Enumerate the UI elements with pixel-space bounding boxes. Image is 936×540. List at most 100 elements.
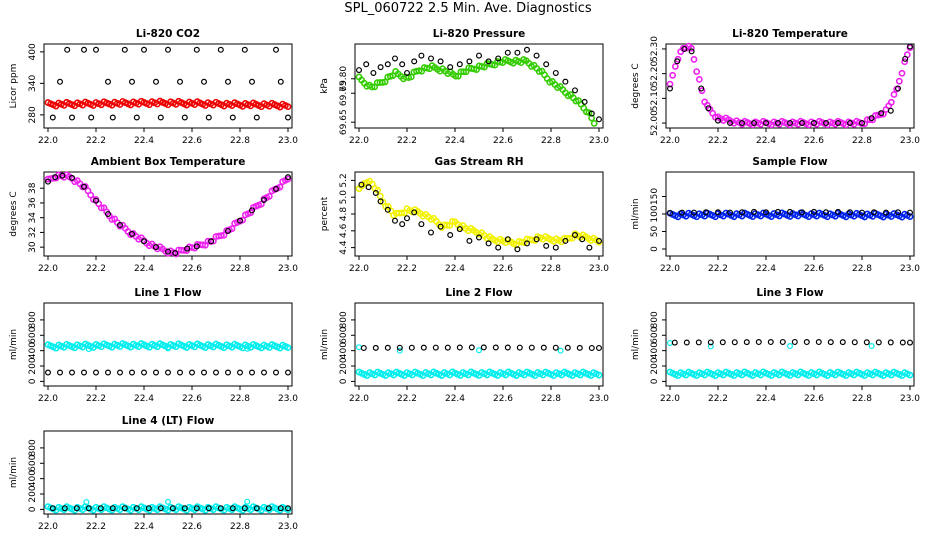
data-point bbox=[392, 55, 399, 62]
data-point bbox=[767, 339, 774, 346]
data-point bbox=[738, 120, 745, 127]
x-tick-label: 22.4 bbox=[134, 522, 154, 532]
data-point bbox=[528, 236, 536, 244]
data-point bbox=[579, 236, 586, 243]
x-tick-label: 22.8 bbox=[230, 522, 250, 532]
data-point bbox=[495, 244, 502, 251]
data-point bbox=[109, 505, 116, 512]
data-point bbox=[466, 58, 473, 65]
data-point bbox=[141, 369, 148, 376]
plot-frame bbox=[43, 302, 293, 387]
x-tick-label: 22.4 bbox=[756, 136, 776, 146]
y-tick-label: 50 bbox=[650, 226, 660, 238]
y-tick-label: 0 bbox=[28, 506, 38, 512]
data-point bbox=[377, 198, 384, 205]
data-point bbox=[225, 227, 232, 234]
data-point bbox=[284, 344, 292, 352]
data-point bbox=[894, 85, 901, 92]
data-point bbox=[253, 114, 260, 121]
data-point bbox=[731, 339, 738, 346]
data-point bbox=[504, 344, 511, 351]
data-point bbox=[868, 115, 875, 122]
data-point bbox=[420, 344, 427, 351]
y-tick-label: 52.10 bbox=[650, 85, 660, 111]
x-tick-label: 22.6 bbox=[804, 264, 824, 274]
data-point bbox=[786, 208, 793, 215]
data-point bbox=[199, 241, 207, 249]
data-point bbox=[514, 246, 521, 253]
data-point bbox=[213, 369, 220, 376]
x-tick-label: 23.0 bbox=[589, 394, 609, 404]
data-point bbox=[437, 223, 444, 230]
data-point bbox=[249, 369, 256, 376]
data-point bbox=[165, 498, 172, 505]
x-tick-label: 23.0 bbox=[278, 394, 298, 404]
y-tick-label: 30 bbox=[28, 241, 38, 253]
data-point bbox=[68, 114, 75, 121]
data-point bbox=[241, 46, 248, 53]
data-point bbox=[432, 344, 439, 351]
data-point bbox=[671, 63, 679, 70]
x-tick-label: 23.0 bbox=[278, 136, 298, 146]
data-point bbox=[428, 55, 435, 62]
y-tick-label: 69.75 bbox=[339, 80, 349, 106]
data-point bbox=[104, 78, 111, 85]
data-point bbox=[693, 68, 701, 76]
data-point bbox=[543, 242, 550, 249]
data-point bbox=[901, 58, 909, 66]
y-tick-label: 800 bbox=[650, 311, 660, 328]
data-point bbox=[762, 209, 769, 216]
data-point bbox=[902, 55, 909, 62]
data-point bbox=[68, 369, 75, 376]
data-point bbox=[358, 181, 365, 188]
data-point bbox=[750, 120, 757, 127]
data-point bbox=[688, 48, 695, 55]
x-tick-label: 22.8 bbox=[541, 136, 561, 146]
data-point bbox=[786, 120, 793, 127]
data-point bbox=[261, 369, 268, 376]
y-tick-label: 200 bbox=[28, 485, 38, 502]
data-point bbox=[437, 58, 444, 65]
panel-title: Sample Flow bbox=[752, 156, 827, 168]
panel-sample_flow: Sample Flow ml/min 22.0 22.2 22.4 22.6 22.8 23.… bbox=[631, 156, 920, 274]
y-tick-label: 400 bbox=[28, 342, 38, 359]
data-point bbox=[468, 344, 475, 351]
data-point bbox=[97, 204, 105, 212]
y-tick-label: 38 bbox=[28, 182, 38, 194]
data-point bbox=[774, 120, 781, 127]
x-tick-label: 22.2 bbox=[708, 136, 728, 146]
data-point bbox=[762, 120, 769, 127]
data-point bbox=[241, 505, 248, 512]
y-tick-label: 5.0 bbox=[339, 190, 349, 205]
data-point bbox=[899, 339, 906, 346]
data-point bbox=[44, 178, 51, 185]
data-point bbox=[244, 345, 251, 352]
data-point bbox=[372, 190, 379, 197]
data-point bbox=[858, 120, 865, 127]
y-axis-label: ml/min bbox=[320, 329, 330, 360]
y-axis-label: kPa bbox=[320, 78, 330, 94]
data-point bbox=[810, 208, 817, 215]
data-point bbox=[846, 209, 853, 216]
data-point bbox=[846, 120, 853, 127]
data-point bbox=[418, 52, 425, 59]
data-point bbox=[571, 232, 578, 239]
data-point bbox=[193, 46, 200, 53]
data-point bbox=[56, 369, 63, 376]
data-point bbox=[827, 339, 834, 346]
data-point bbox=[104, 211, 111, 218]
data-point bbox=[177, 78, 184, 85]
data-point bbox=[249, 78, 256, 85]
data-point bbox=[408, 344, 415, 351]
data-point bbox=[396, 347, 403, 354]
data-point bbox=[249, 207, 256, 214]
x-tick-label: 22.8 bbox=[852, 136, 872, 146]
series-samples bbox=[671, 338, 913, 346]
data-point bbox=[116, 369, 123, 376]
y-tick-label: 0 bbox=[650, 378, 660, 384]
data-point bbox=[384, 344, 391, 351]
data-point bbox=[92, 46, 99, 53]
y-tick-label: 200 bbox=[28, 357, 38, 374]
data-point bbox=[273, 46, 280, 53]
data-point bbox=[418, 221, 425, 228]
